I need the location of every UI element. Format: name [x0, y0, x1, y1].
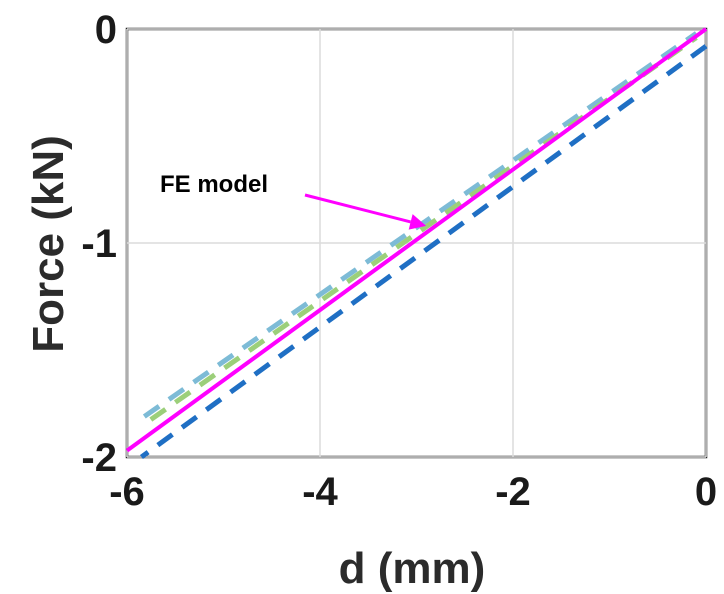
x-tick-label: -4 — [302, 470, 338, 514]
y-axis-label: Force (kN) — [24, 135, 73, 353]
grid — [126, 28, 707, 458]
plot-area — [125, 27, 708, 460]
x-tick-label: -6 — [109, 470, 145, 514]
y-tick-labels: 0 -1 -2 — [81, 8, 117, 480]
y-tick-label: 0 — [95, 8, 117, 52]
y-tick-label: -1 — [81, 222, 117, 266]
x-tick-labels: -6 -4 -2 0 — [109, 470, 717, 514]
series-line — [140, 44, 708, 460]
x-axis-label: d (mm) — [339, 544, 486, 593]
annotation-arrowhead — [408, 214, 427, 230]
annotation-arrow — [304, 193, 412, 224]
annotation-text: FE model — [160, 171, 268, 198]
annotation: FE model — [160, 171, 427, 230]
x-tick-label: -2 — [495, 470, 531, 514]
x-tick-label: 0 — [695, 470, 717, 514]
series-line — [125, 27, 708, 453]
y-tick-label: -2 — [81, 436, 117, 480]
